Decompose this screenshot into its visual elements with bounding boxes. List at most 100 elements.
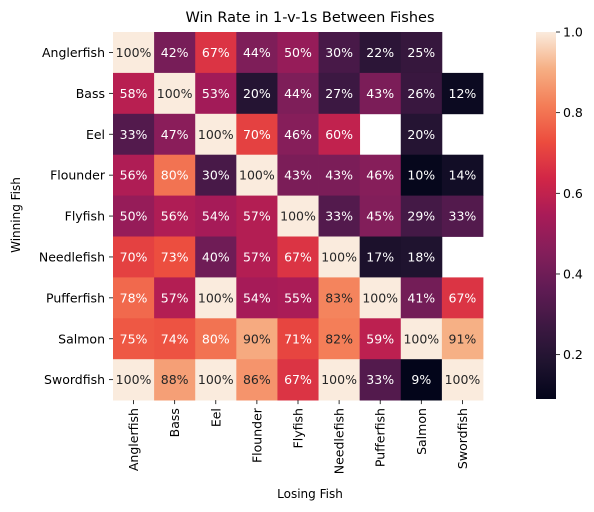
heatmap-cell bbox=[236, 359, 278, 401]
cell-value-label: 33% bbox=[325, 209, 353, 224]
heatmap-cell bbox=[359, 318, 402, 360]
heatmap-cell bbox=[277, 195, 319, 237]
column-label: Eel bbox=[208, 408, 223, 427]
row-label: Flyfish bbox=[65, 209, 105, 224]
heatmap-cell bbox=[400, 32, 443, 74]
heatmap-cell bbox=[441, 72, 484, 115]
colorbar-tick-label: 0.6 bbox=[563, 186, 583, 201]
cell-value-label: 100% bbox=[116, 45, 152, 60]
cell-value-label: 14% bbox=[449, 168, 477, 183]
colorbar: 0.2 0.4 0.6 0.8 1.0 bbox=[536, 25, 583, 399]
cell-value-label: 54% bbox=[243, 290, 271, 305]
cell-value-label: 74% bbox=[161, 331, 189, 346]
heatmap-cell bbox=[318, 154, 361, 196]
heatmap-cell bbox=[359, 195, 402, 237]
column-labels: Anglerfish Bass Eel Flounder Flyfish Needlefi… bbox=[126, 400, 470, 474]
cell-value-label: 75% bbox=[120, 331, 148, 346]
heatmap-cell bbox=[359, 359, 402, 401]
heatmap-cell bbox=[400, 359, 443, 401]
cell-value-label: 10% bbox=[407, 168, 435, 183]
cell-value-label: 57% bbox=[243, 209, 271, 224]
heatmap-cell bbox=[195, 72, 237, 115]
cell-value-label: 40% bbox=[202, 249, 230, 264]
cell-value-label: 42% bbox=[161, 45, 189, 60]
cell-value-label: 100% bbox=[198, 127, 234, 142]
cell-value-label: 67% bbox=[284, 372, 312, 387]
cell-value-label: 43% bbox=[284, 168, 312, 183]
cell-value-label: 67% bbox=[284, 249, 312, 264]
heatmap-cell bbox=[113, 154, 155, 196]
heatmap-cell bbox=[400, 72, 443, 115]
heatmap-cell bbox=[154, 195, 196, 237]
heatmap-cell bbox=[359, 277, 402, 319]
cell-value-label: 57% bbox=[161, 290, 189, 305]
cell-value-label: 56% bbox=[120, 168, 148, 183]
heatmap-cell bbox=[113, 72, 155, 115]
heatmap-cell bbox=[195, 236, 237, 278]
heatmap-cell bbox=[400, 195, 443, 237]
heatmap-cell bbox=[236, 318, 278, 360]
heatmap-cell bbox=[195, 359, 237, 401]
cell-value-label: 91% bbox=[449, 331, 477, 346]
heatmap-cell bbox=[318, 318, 361, 360]
heatmap-cell bbox=[400, 113, 443, 156]
cell-value-label: 83% bbox=[325, 290, 353, 305]
heatmap-cell bbox=[318, 277, 361, 319]
cell-value-label: 44% bbox=[284, 86, 312, 101]
heatmap-cell bbox=[441, 318, 484, 360]
heatmap-cell bbox=[441, 154, 484, 196]
heatmap-cell bbox=[318, 195, 361, 237]
heatmap-cell bbox=[154, 113, 196, 156]
cell-value-label: 100% bbox=[280, 209, 316, 224]
colorbar-tick-label: 1.0 bbox=[563, 25, 583, 40]
heatmap-cell bbox=[236, 277, 278, 319]
cell-value-label: 46% bbox=[366, 168, 394, 183]
cell-value-label: 73% bbox=[161, 249, 189, 264]
heatmap-cell bbox=[236, 32, 278, 74]
row-label: Flounder bbox=[50, 168, 106, 183]
cell-value-label: 100% bbox=[157, 86, 193, 101]
heatmap-cell bbox=[277, 113, 319, 156]
cell-value-label: 20% bbox=[407, 127, 435, 142]
cell-value-label: 45% bbox=[366, 209, 394, 224]
heatmap-cell bbox=[236, 72, 278, 115]
row-label: Needlefish bbox=[39, 249, 105, 264]
cell-value-label: 27% bbox=[325, 86, 353, 101]
cell-value-label: 33% bbox=[366, 372, 394, 387]
cell-value-label: 100% bbox=[116, 372, 152, 387]
cell-value-label: 20% bbox=[243, 86, 271, 101]
cell-value-label: 30% bbox=[202, 168, 230, 183]
heatmap-cell bbox=[154, 277, 196, 319]
heatmap-cell bbox=[236, 195, 278, 237]
cell-value-label: 53% bbox=[202, 86, 230, 101]
cell-value-label: 18% bbox=[407, 249, 435, 264]
heatmap-cell bbox=[318, 72, 361, 115]
heatmap-cell bbox=[359, 72, 402, 115]
cell-value-label: 44% bbox=[243, 45, 271, 60]
heatmap-cell bbox=[195, 195, 237, 237]
heatmap-cell bbox=[277, 72, 319, 115]
heatmap-cell bbox=[359, 236, 402, 278]
colorbar-gradient bbox=[536, 32, 556, 399]
heatmap-cell bbox=[400, 318, 443, 360]
heatmap-cell bbox=[113, 236, 155, 278]
cell-value-label: 78% bbox=[120, 290, 148, 305]
column-label: Needlefish bbox=[332, 408, 347, 474]
cell-value-label: 100% bbox=[321, 249, 357, 264]
heatmap-cell bbox=[318, 32, 361, 74]
cell-value-label: 56% bbox=[161, 209, 189, 224]
column-label: Swordfish bbox=[455, 408, 470, 469]
row-label: Bass bbox=[76, 86, 105, 101]
cell-value-label: 22% bbox=[366, 45, 394, 60]
column-label: Bass bbox=[167, 408, 182, 437]
heatmap-cell bbox=[195, 318, 237, 360]
cell-value-label: 9% bbox=[411, 372, 431, 387]
cell-value-label: 70% bbox=[243, 127, 271, 142]
heatmap-cell bbox=[441, 359, 484, 401]
cell-value-label: 46% bbox=[284, 127, 312, 142]
heatmap-cell bbox=[277, 359, 319, 401]
y-axis-label: Winning Fish bbox=[9, 177, 23, 253]
row-labels: Anglerfish Bass Eel Flounder Flyfish Needlefi… bbox=[39, 45, 113, 387]
heatmap-cell bbox=[154, 72, 196, 115]
